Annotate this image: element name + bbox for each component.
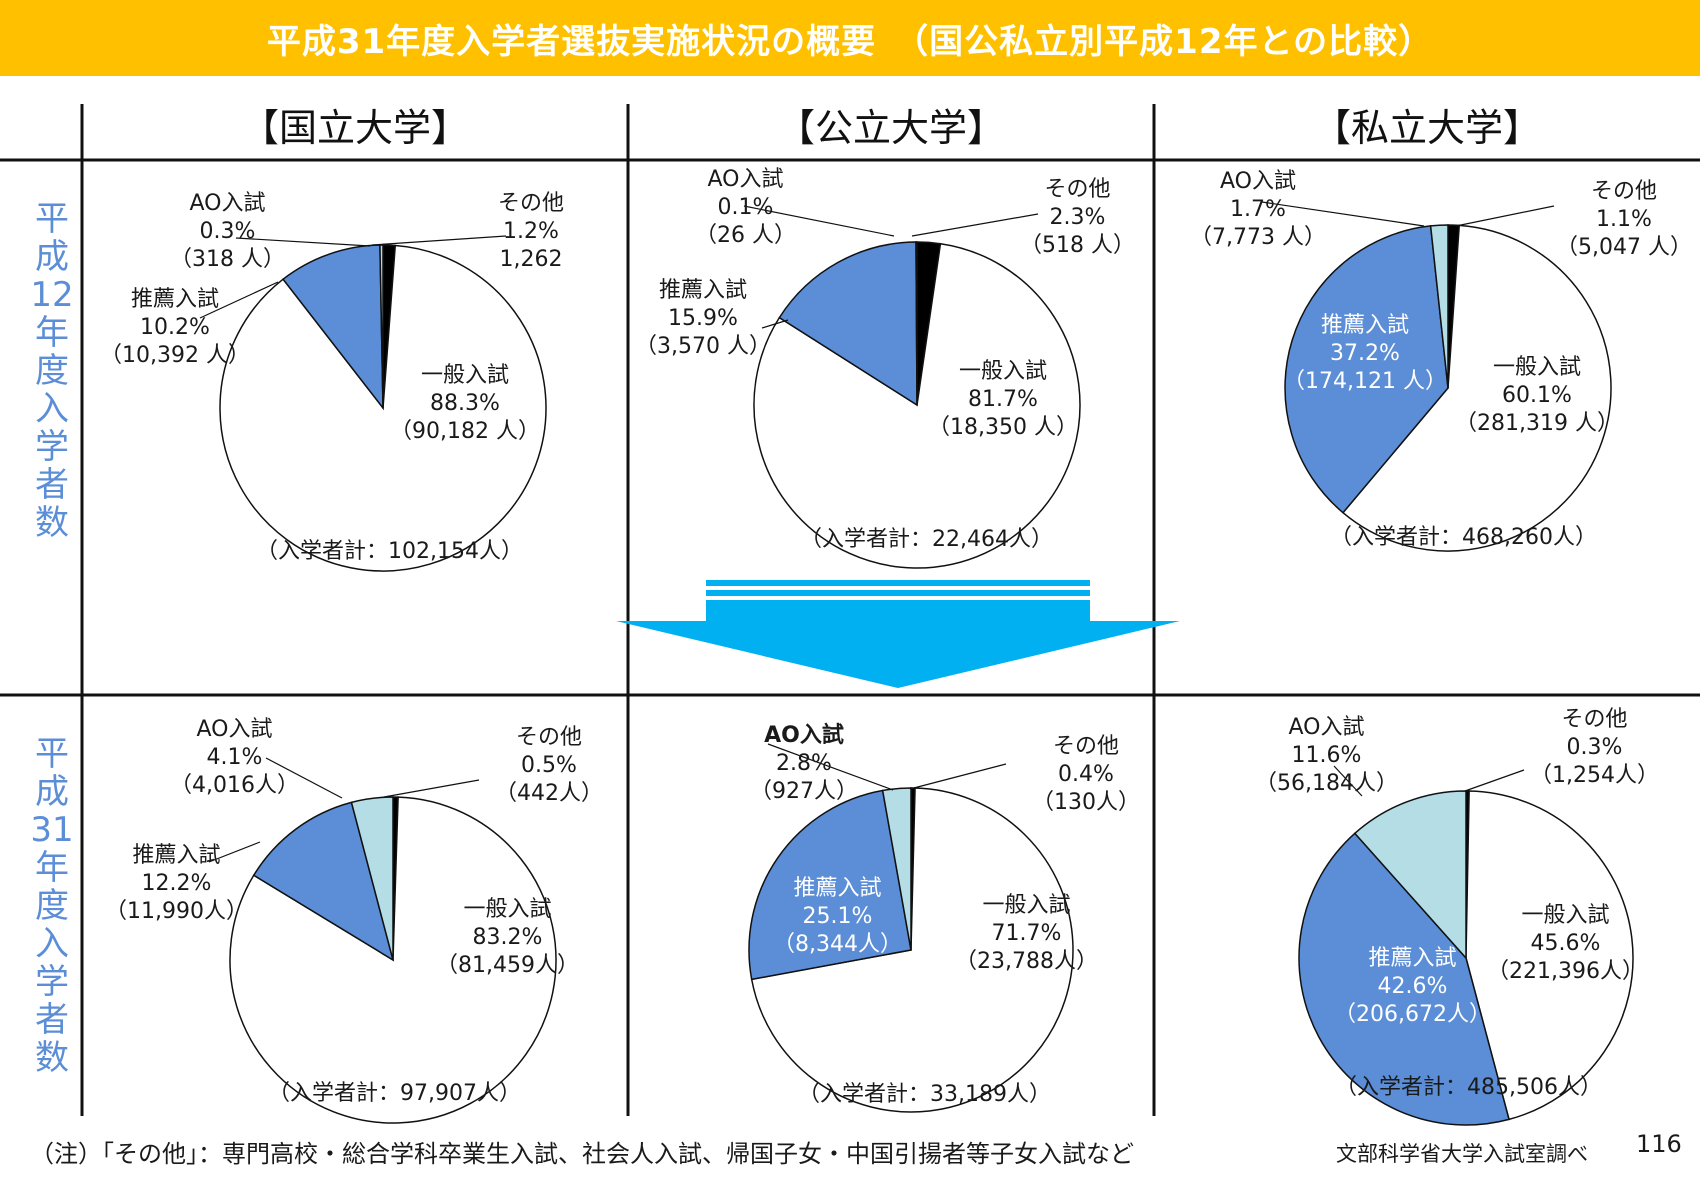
data-label: 推薦入試 12.2% （11,990人） bbox=[105, 843, 248, 924]
pie-slice-ao bbox=[1353, 790, 1467, 960]
pie-slice-ao bbox=[915, 241, 918, 406]
pie-slice-suisen bbox=[748, 789, 912, 981]
row-label-h31: 平成 31 年度入学者数 bbox=[30, 734, 74, 1078]
data-label: 一般入試 81.7% （18,350 人） bbox=[928, 359, 1078, 440]
page-title: 平成31年度入学者選抜実施状況の概要 （国公私立別平成12年との比較） bbox=[266, 21, 1434, 62]
row-label-h12: 平成 12 年度入学者数 bbox=[30, 199, 74, 543]
data-label: AO入試 11.6% （56,184人） bbox=[1255, 715, 1398, 796]
page-number: 116 bbox=[1636, 1130, 1682, 1158]
leader-line bbox=[1464, 769, 1525, 792]
data-label: AO入試 1.7% （7,773 人） bbox=[1190, 169, 1326, 250]
data-label: 推薦入試 37.2% （174,121 人） bbox=[1283, 313, 1447, 394]
footnote: （注）「その他」：専門高校・総合学科卒業生入試、社会人入試、帰国子女・中国引揚者… bbox=[30, 1140, 1134, 1168]
data-label: 一般入試 71.7% （23,788人） bbox=[955, 893, 1098, 974]
leader-line bbox=[383, 779, 480, 798]
data-label: その他 0.4% （130人） bbox=[1032, 734, 1140, 815]
data-label: 一般入試 88.3% （90,182 人） bbox=[390, 363, 540, 444]
total-label: （入学者計：485,506人） bbox=[1335, 1075, 1602, 1100]
title-banner: 平成31年度入学者選抜実施状況の概要 （国公私立別平成12年との比較） bbox=[0, 0, 1700, 76]
leader-line bbox=[909, 763, 1007, 790]
column-header-national: 【国立大学】 bbox=[240, 106, 469, 150]
pie-slice-suisen bbox=[252, 801, 395, 962]
pie-slice-ippan bbox=[1465, 790, 1634, 1121]
pie-slice-ippan bbox=[1341, 224, 1612, 552]
down-arrow-icon bbox=[616, 580, 1180, 688]
leader-line bbox=[208, 841, 261, 863]
data-label: AO入試 2.8% （927人） bbox=[750, 723, 858, 804]
pie-slice-suisen bbox=[1298, 832, 1510, 1126]
column-header-public: 【公立大学】 bbox=[776, 106, 1005, 150]
data-label: 一般入試 45.6% （221,396人） bbox=[1487, 903, 1644, 984]
leader-line bbox=[911, 213, 1039, 237]
pie-slice-ao bbox=[1429, 224, 1449, 389]
data-label: その他 1.2% 1,262 bbox=[498, 191, 565, 272]
total-label: （入学者計：22,464人） bbox=[800, 527, 1053, 552]
leader-line bbox=[235, 237, 371, 247]
data-label: その他 1.1% （5,047 人） bbox=[1556, 179, 1692, 260]
data-label: 推薦入試 10.2% （10,392 人） bbox=[100, 287, 250, 368]
data-label: その他 0.5% （442人） bbox=[495, 725, 603, 806]
data-label: その他 0.3% （1,254人） bbox=[1530, 707, 1659, 788]
source-note: 文部科学省大学入試室調べ bbox=[1336, 1142, 1588, 1166]
data-label: 推薦入試 15.9% （3,570 人） bbox=[635, 278, 771, 359]
leader-line bbox=[1455, 205, 1555, 227]
data-label: 一般入試 60.1% （281,319 人） bbox=[1455, 355, 1619, 436]
leader-line bbox=[265, 757, 343, 799]
data-label: AO入試 4.1% （4,016人） bbox=[170, 717, 299, 798]
pie-slice-ippan bbox=[750, 787, 1074, 1113]
total-label: （入学者計：468,260人） bbox=[1330, 525, 1597, 550]
pie-slice-ao bbox=[881, 787, 912, 951]
leader-line bbox=[371, 235, 507, 246]
total-label: （入学者計：97,907人） bbox=[268, 1081, 521, 1106]
leader-line bbox=[1333, 765, 1363, 797]
pie-slice-suisen bbox=[1284, 225, 1449, 514]
data-label: 推薦入試 25.1% （8,344人） bbox=[773, 876, 902, 957]
total-label: （入学者計：33,189人） bbox=[798, 1082, 1051, 1107]
data-label: AO入試 0.3% （318 人） bbox=[170, 191, 285, 272]
leader-line bbox=[199, 281, 279, 319]
leader-line bbox=[1261, 201, 1425, 227]
data-label: 一般入試 83.2% （81,459人） bbox=[436, 897, 579, 978]
leader-line bbox=[767, 743, 894, 791]
data-label: AO入試 0.1% （26 人） bbox=[695, 167, 796, 248]
pie-slice-ao bbox=[350, 796, 394, 961]
column-header-private: 【私立大学】 bbox=[1312, 106, 1541, 150]
leader-line bbox=[761, 319, 789, 329]
pie-slice-suisen bbox=[778, 241, 918, 407]
data-label: 推薦入試 42.6% （206,672人） bbox=[1334, 946, 1491, 1027]
data-label: その他 2.3% （518 人） bbox=[1020, 177, 1135, 258]
leader-line bbox=[743, 205, 895, 237]
total-label: （入学者計：102,154人） bbox=[256, 539, 523, 564]
